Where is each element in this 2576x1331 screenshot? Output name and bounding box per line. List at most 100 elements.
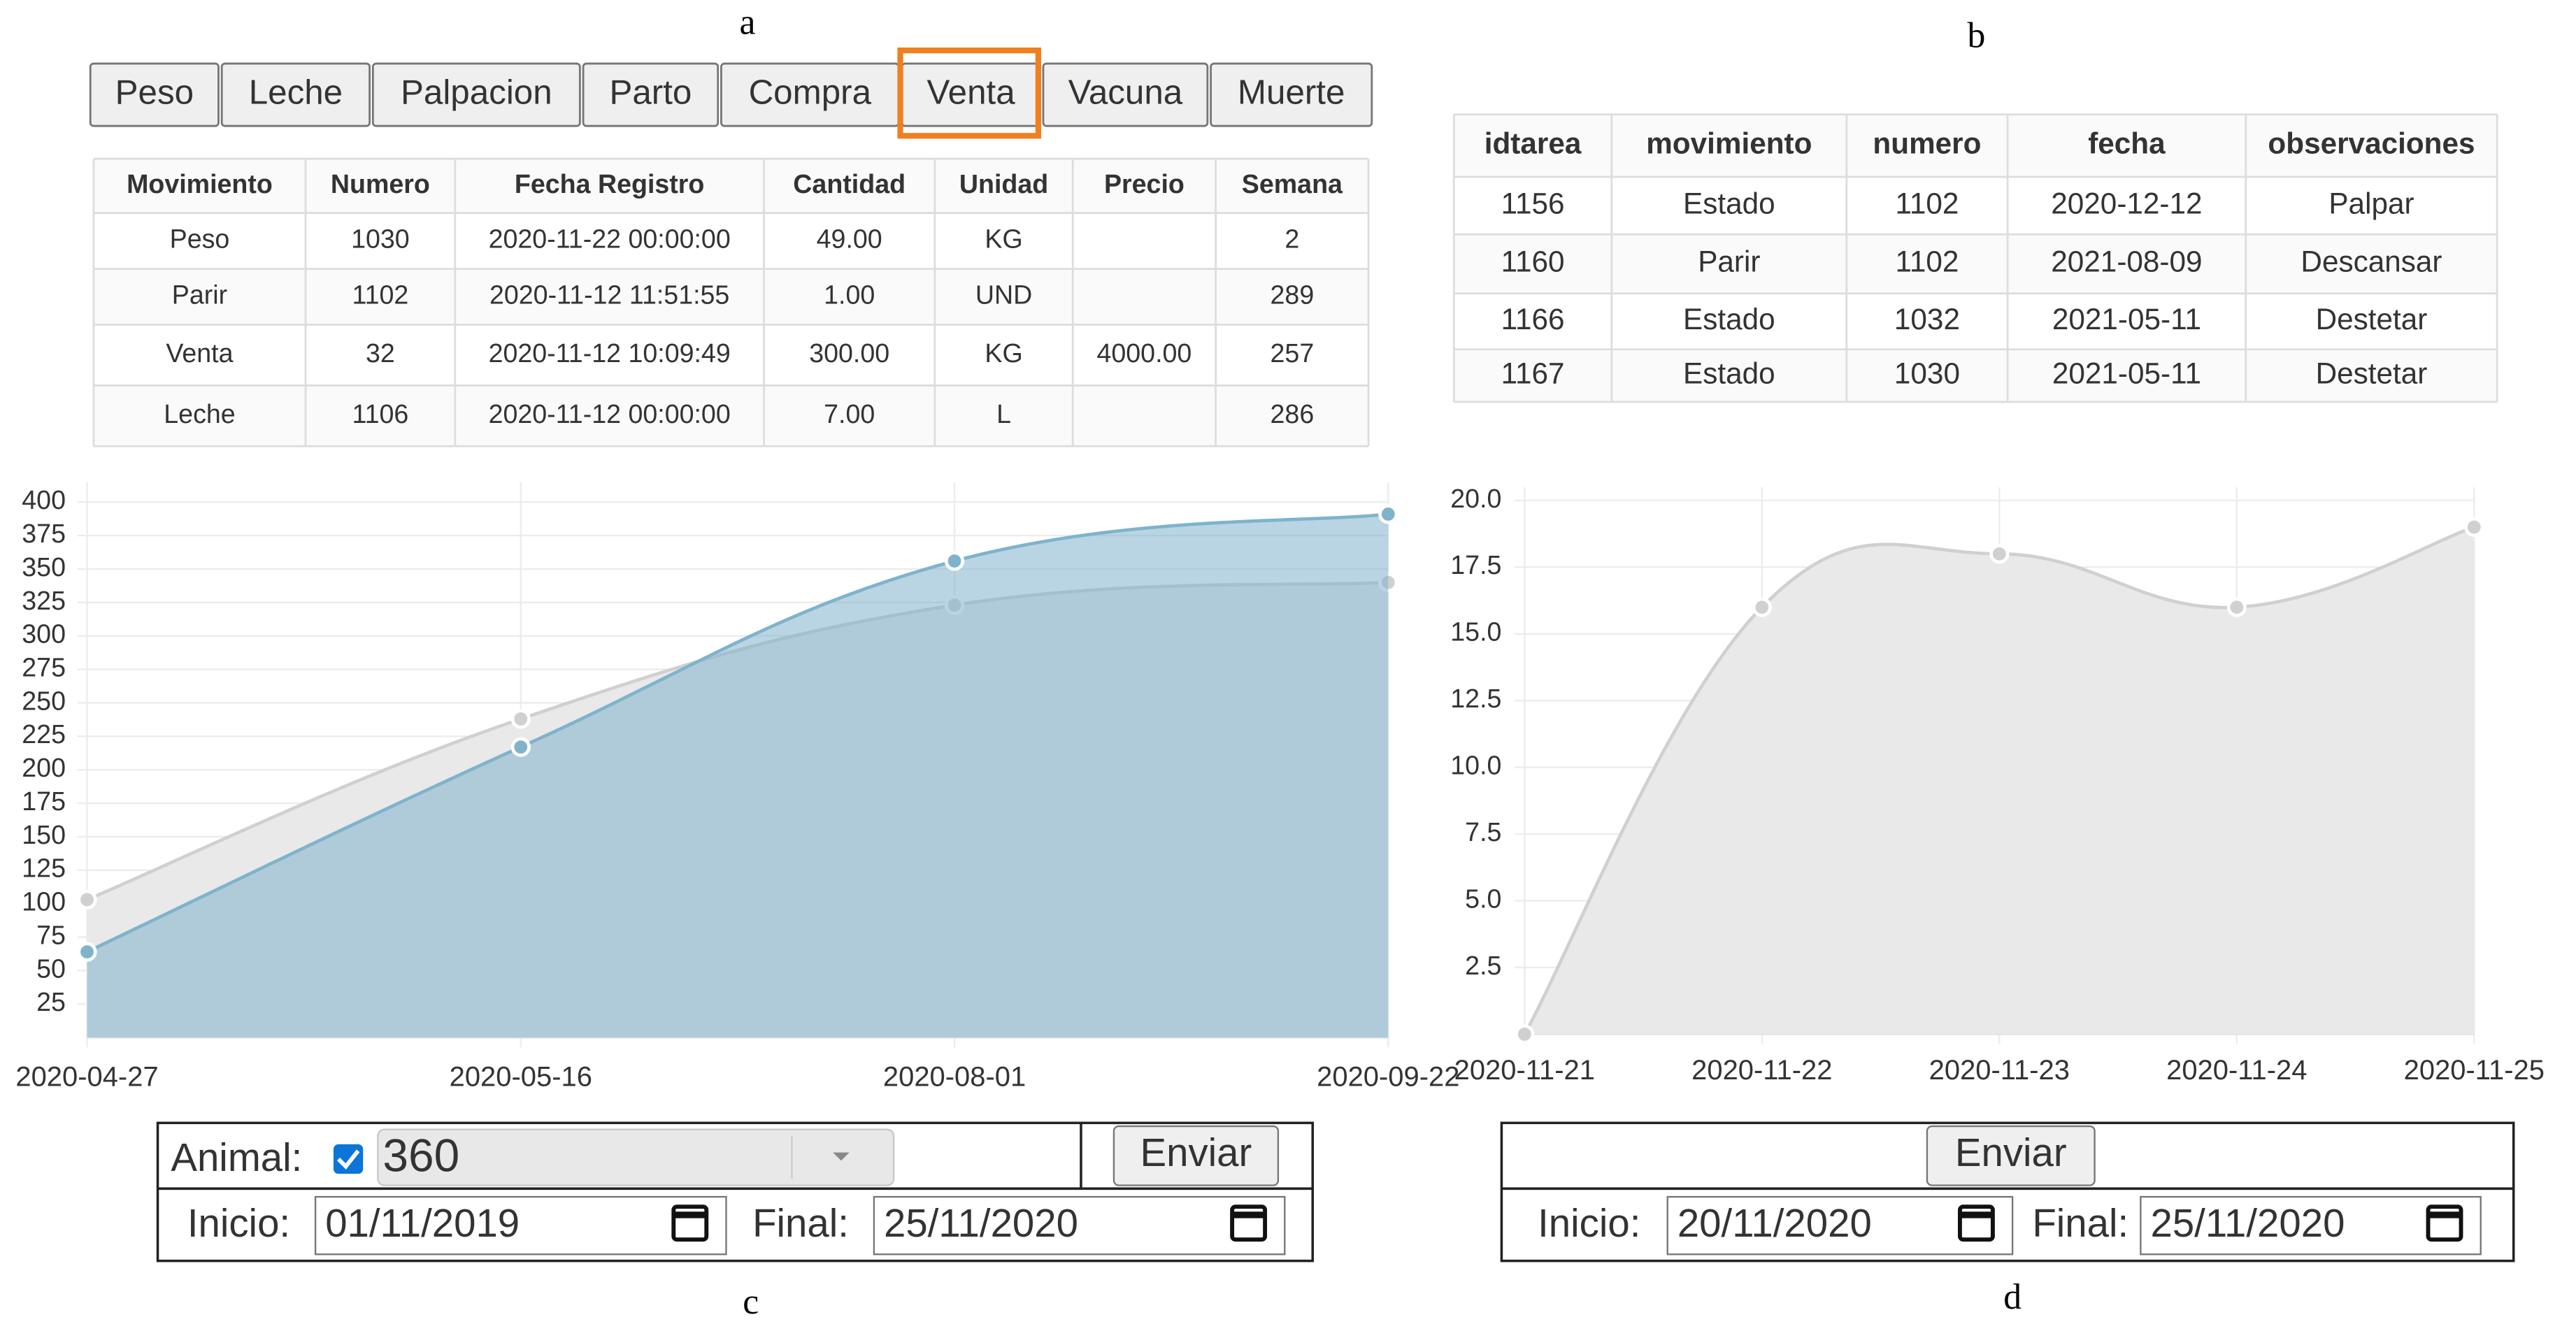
- area: [1524, 527, 2475, 1035]
- table-cell: 257: [1271, 338, 1315, 368]
- table-cell: 2: [1285, 224, 1299, 254]
- select-value: 360: [382, 1129, 459, 1181]
- table-row: [93, 385, 1369, 447]
- point: [1515, 1024, 1535, 1044]
- tab-button[interactable]: [89, 62, 220, 127]
- point: [510, 709, 531, 729]
- table-header: observaciones: [2268, 127, 2475, 160]
- x-tick-label: 2020-05-16: [450, 1061, 592, 1092]
- y-tick-label: 7.5: [1465, 817, 1501, 847]
- field-label: Inicio:: [187, 1201, 290, 1245]
- date-input[interactable]: [873, 1195, 1286, 1256]
- tab-button[interactable]: [371, 62, 581, 127]
- table-header: numero: [1873, 127, 1981, 160]
- date-value: 25/11/2020: [2150, 1201, 2345, 1245]
- date-input[interactable]: [314, 1195, 727, 1256]
- table-cell: 1102: [1895, 245, 1959, 278]
- submit-label: Enviar: [1955, 1130, 2067, 1174]
- x-tick-label: 2020-11-21: [1454, 1055, 1595, 1086]
- y-tick-label: 75: [36, 920, 66, 949]
- point: [944, 551, 965, 571]
- table-cell: KG: [985, 338, 1022, 368]
- table-header: Movimiento: [127, 169, 273, 199]
- point: [1989, 544, 2010, 564]
- tab-button[interactable]: [1210, 62, 1373, 127]
- table-cell: 2021-08-09: [2051, 245, 2202, 278]
- table-cell: 2020-11-12 00:00:00: [489, 399, 731, 429]
- date-value: 01/11/2019: [325, 1201, 520, 1245]
- table-header: Semana: [1242, 169, 1343, 199]
- tab-button-label: Vacuna: [1068, 73, 1183, 112]
- checkbox[interactable]: [333, 1144, 364, 1174]
- y-tick-label: 150: [22, 820, 66, 849]
- x-tick-label: 2020-04-27: [15, 1061, 158, 1092]
- table-cell: 1167: [1501, 357, 1565, 389]
- submit-button[interactable]: [1926, 1125, 2096, 1186]
- table-cell: 4000.00: [1096, 338, 1192, 368]
- point: [1752, 597, 1772, 617]
- submit-button[interactable]: [1112, 1125, 1280, 1186]
- y-tick-label: 300: [22, 619, 66, 649]
- submit-label: Enviar: [1140, 1130, 1252, 1174]
- date-input[interactable]: [2140, 1195, 2482, 1256]
- y-tick-label: 20.0: [1450, 484, 1501, 513]
- tab-button[interactable]: [582, 62, 720, 127]
- table-cell: 2021-05-11: [2052, 357, 2201, 389]
- table-header: Fecha Registro: [515, 169, 704, 199]
- figure-label: d: [2003, 1277, 2022, 1317]
- y-tick-label: 225: [22, 719, 66, 749]
- form-frame: [1500, 1121, 2515, 1262]
- table-row: [93, 268, 1369, 325]
- tab-button[interactable]: [1042, 62, 1209, 127]
- table-row: [1454, 114, 2498, 178]
- table-cell: 2020-11-12 10:09:49: [489, 338, 731, 368]
- table-cell: 49.00: [817, 224, 882, 254]
- calendar-icon: [671, 1204, 709, 1242]
- date-value: 25/11/2020: [884, 1201, 1078, 1245]
- table-cell: 1.00: [824, 280, 875, 309]
- x-tick-label: 2020-11-24: [2166, 1055, 2307, 1086]
- table-cell: KG: [985, 224, 1022, 254]
- select-arrow: [833, 1152, 850, 1161]
- table-cell: 300.00: [809, 338, 889, 368]
- table-header: Unidad: [959, 169, 1048, 199]
- table-cell: 1030: [351, 224, 410, 254]
- point: [1378, 504, 1398, 524]
- table-header: movimiento: [1646, 127, 1812, 160]
- y-tick-label: 400: [22, 485, 66, 515]
- y-tick-label: 5.0: [1465, 884, 1501, 914]
- table-row: [1454, 234, 2498, 294]
- table-cell: UND: [975, 280, 1032, 309]
- table-cell: 2020-11-12 11:51:55: [489, 280, 729, 309]
- area: [87, 514, 1389, 1038]
- table-cell: 1156: [1501, 187, 1565, 220]
- date-input[interactable]: [1666, 1195, 2014, 1256]
- table-cell: 1166: [1501, 303, 1565, 336]
- table-header: Precio: [1104, 169, 1185, 199]
- table-cell: Parir: [172, 280, 227, 309]
- y-tick-label: 17.5: [1450, 550, 1501, 580]
- table-cell: 2020-11-22 00:00:00: [489, 224, 731, 254]
- line: [1523, 525, 2475, 1035]
- table-cell: 2020-12-12: [2051, 187, 2202, 220]
- y-tick-label: 25: [36, 987, 66, 1016]
- form-frame: [156, 1121, 1315, 1262]
- table-cell: 2021-05-11: [2052, 303, 2201, 336]
- y-tick-label: 250: [22, 686, 66, 715]
- tab-button-label: Venta: [926, 73, 1015, 112]
- figure-label: c: [743, 1282, 759, 1322]
- tab-button-label: Palpacion: [401, 73, 552, 112]
- y-tick-label: 125: [22, 854, 66, 883]
- select[interactable]: [377, 1128, 895, 1186]
- y-tick-label: 275: [22, 653, 66, 682]
- calendar-icon: [2426, 1204, 2463, 1242]
- y-tick-label: 175: [22, 786, 66, 816]
- tab-button[interactable]: [220, 62, 371, 127]
- point: [77, 889, 97, 910]
- calendar-icon: [1958, 1204, 1995, 1242]
- y-tick-label: 50: [36, 954, 66, 983]
- table-header: idtarea: [1484, 127, 1582, 160]
- table-header: fecha: [2088, 127, 2166, 160]
- y-tick-label: 200: [22, 753, 66, 782]
